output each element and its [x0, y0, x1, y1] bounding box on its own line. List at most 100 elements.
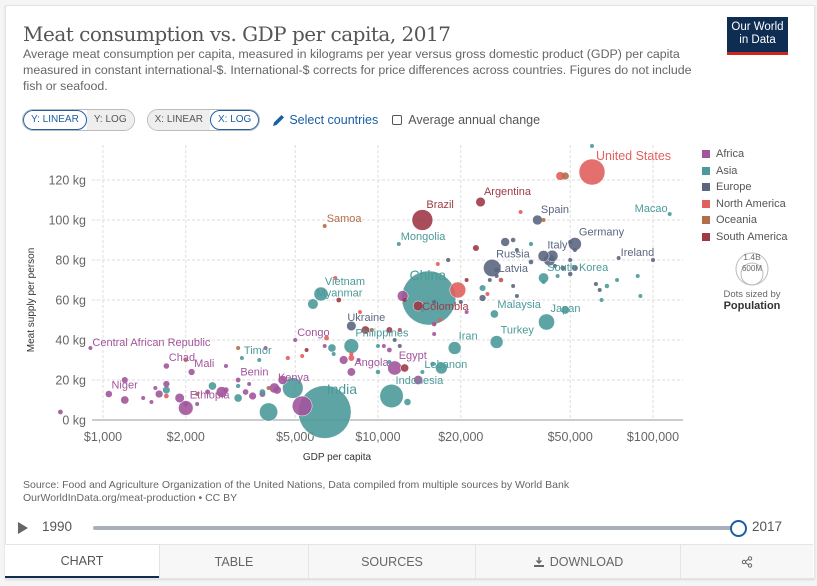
data-point[interactable]: [259, 389, 266, 395]
legend-item[interactable]: Africa: [702, 146, 788, 163]
data-point[interactable]: [528, 259, 534, 265]
data-point[interactable]: [331, 352, 336, 356]
data-point[interactable]: [88, 346, 93, 350]
data-point[interactable]: [163, 393, 169, 399]
legend-item[interactable]: North America: [702, 196, 788, 213]
data-point[interactable]: [432, 322, 437, 326]
data-point[interactable]: [223, 387, 229, 393]
tab-table[interactable]: TABLE: [159, 545, 308, 578]
data-point[interactable]: [307, 298, 319, 310]
data-point[interactable]: [537, 250, 550, 262]
data-point[interactable]: [163, 380, 170, 388]
url-license[interactable]: OurWorldInData.org/meat-production • CC …: [23, 492, 238, 504]
data-point[interactable]: [174, 393, 185, 403]
data-point[interactable]: [518, 210, 523, 214]
data-point[interactable]: [432, 300, 437, 304]
data-point[interactable]: [300, 354, 305, 358]
tab-share[interactable]: [680, 545, 813, 578]
data-point[interactable]: [541, 218, 546, 222]
data-point[interactable]: [568, 239, 573, 245]
data-point[interactable]: [324, 335, 329, 341]
data-point[interactable]: [561, 172, 569, 180]
data-point[interactable]: [615, 278, 620, 282]
data-point[interactable]: [163, 363, 170, 369]
data-point[interactable]: [490, 309, 499, 319]
data-point[interactable]: [528, 241, 534, 247]
data-point[interactable]: [259, 402, 278, 422]
data-point[interactable]: [155, 390, 163, 398]
data-point[interactable]: [234, 394, 242, 402]
data-point[interactable]: [195, 392, 200, 396]
data-point[interactable]: [578, 158, 606, 186]
data-point[interactable]: [571, 265, 578, 271]
data-point[interactable]: [616, 256, 621, 260]
data-point[interactable]: [420, 308, 425, 312]
data-point[interactable]: [432, 332, 437, 336]
data-point[interactable]: [347, 368, 356, 376]
source-text[interactable]: Source: Food and Agriculture Organizatio…: [23, 479, 570, 491]
x-linear-button[interactable]: X: LINEAR: [147, 110, 210, 130]
data-point[interactable]: [552, 264, 557, 268]
data-point[interactable]: [379, 384, 404, 408]
data-point[interactable]: [188, 368, 195, 376]
data-point[interactable]: [464, 278, 469, 282]
data-point[interactable]: [235, 377, 241, 383]
tab-sources[interactable]: SOURCES: [308, 545, 475, 578]
data-point[interactable]: [223, 364, 228, 368]
data-point[interactable]: [479, 284, 486, 292]
data-point[interactable]: [464, 310, 469, 314]
data-point[interactable]: [376, 344, 380, 348]
data-point[interactable]: [392, 338, 397, 342]
data-point[interactable]: [397, 344, 402, 348]
data-point[interactable]: [333, 276, 338, 280]
data-point[interactable]: [568, 258, 573, 262]
data-point[interactable]: [667, 212, 672, 216]
data-point[interactable]: [263, 346, 268, 350]
data-point[interactable]: [472, 244, 479, 252]
data-point[interactable]: [514, 248, 519, 252]
data-point[interactable]: [402, 298, 407, 302]
average-annual-change-toggle[interactable]: Average annual change: [392, 113, 540, 127]
data-point[interactable]: [589, 144, 594, 148]
data-point[interactable]: [514, 294, 519, 298]
data-point[interactable]: [349, 352, 354, 356]
data-point[interactable]: [357, 310, 362, 314]
data-point[interactable]: [541, 280, 546, 284]
data-point[interactable]: [242, 389, 249, 395]
data-point[interactable]: [369, 328, 374, 332]
data-point[interactable]: [510, 237, 516, 243]
data-point[interactable]: [105, 390, 113, 398]
data-point[interactable]: [313, 286, 329, 302]
data-point[interactable]: [153, 385, 158, 391]
data-point[interactable]: [597, 288, 602, 292]
data-point[interactable]: [293, 338, 298, 342]
data-point[interactable]: [178, 400, 194, 416]
data-point[interactable]: [396, 242, 401, 246]
data-point[interactable]: [386, 347, 392, 353]
x-log-button[interactable]: X: LOG: [209, 110, 260, 130]
data-point[interactable]: [121, 376, 128, 384]
data-point[interactable]: [239, 356, 244, 360]
data-point[interactable]: [257, 358, 262, 362]
data-point[interactable]: [494, 267, 500, 273]
data-point[interactable]: [397, 328, 402, 332]
data-point[interactable]: [149, 400, 154, 404]
data-point[interactable]: [532, 214, 543, 226]
legend-item[interactable]: South America: [702, 229, 788, 246]
data-point[interactable]: [475, 196, 486, 208]
data-point[interactable]: [208, 382, 217, 390]
data-point[interactable]: [348, 355, 355, 361]
data-point[interactable]: [494, 274, 499, 278]
data-point[interactable]: [375, 369, 381, 375]
data-point[interactable]: [447, 341, 462, 355]
play-icon[interactable]: [18, 522, 28, 534]
data-point[interactable]: [282, 377, 304, 399]
data-point[interactable]: [479, 294, 486, 302]
data-point[interactable]: [343, 338, 359, 354]
data-point[interactable]: [266, 385, 271, 391]
data-point[interactable]: [356, 358, 361, 362]
data-point[interactable]: [593, 281, 598, 287]
data-point[interactable]: [183, 358, 188, 362]
data-point[interactable]: [458, 300, 463, 304]
tab-chart[interactable]: CHART: [5, 545, 159, 578]
